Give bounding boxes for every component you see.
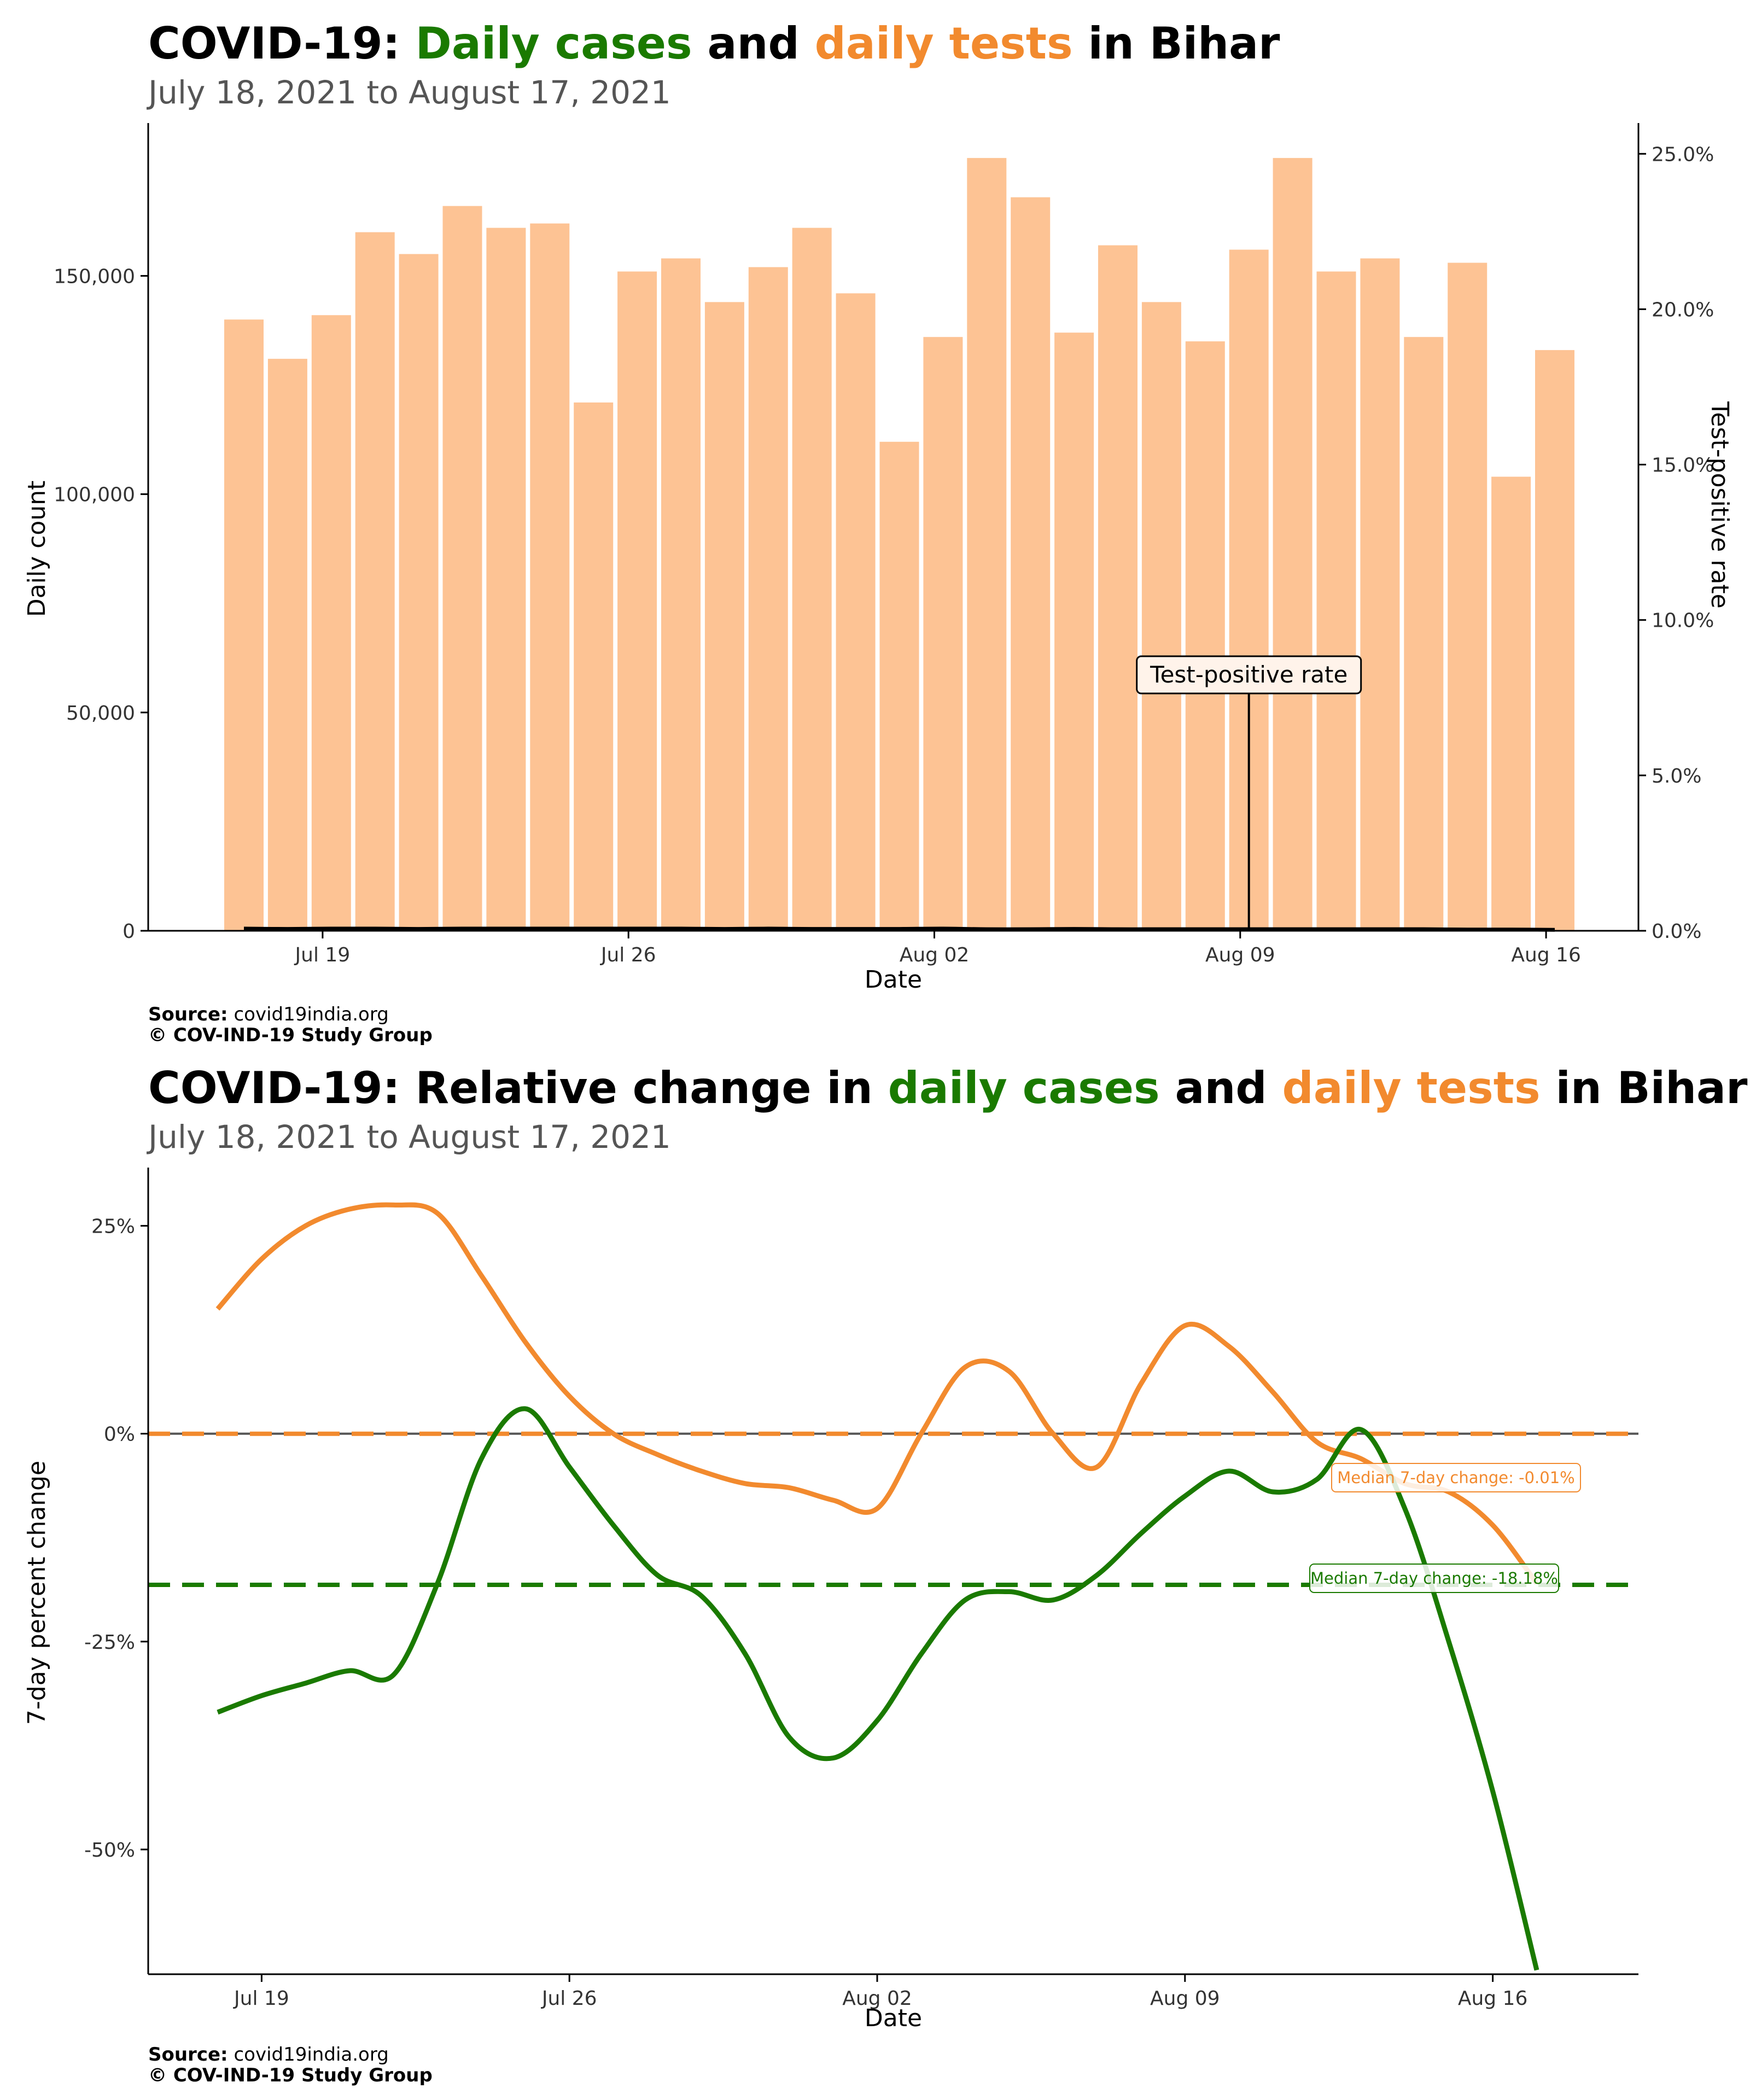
tests-bar — [486, 228, 526, 931]
chart1-source-value: covid19india.org — [234, 1004, 389, 1025]
median-label-box — [1309, 1564, 1559, 1593]
y2-tick-label: 0.0% — [1652, 920, 1701, 943]
tests-bar — [923, 337, 963, 931]
y-tick-label: 50,000 — [66, 702, 135, 725]
tests-bar — [399, 254, 439, 931]
x-tick-label: Jul 19 — [294, 944, 351, 966]
chart2-subtitle: July 18, 2021 to August 17, 2021 — [148, 1118, 671, 1156]
tests-bar — [836, 293, 876, 931]
y2-tick-label: 5.0% — [1652, 765, 1701, 788]
x-tick-label: Jul 26 — [600, 944, 656, 966]
series-line — [217, 1406, 1539, 1971]
y2-tick-label: 15.0% — [1652, 454, 1714, 477]
y-axis-title: Daily count — [23, 481, 51, 617]
test-positive-rate-line — [243, 926, 1555, 932]
x-tick-label: Aug 09 — [1205, 944, 1275, 966]
x-axis-title: Date — [865, 966, 922, 994]
tests-bar — [792, 228, 832, 931]
y-tick-label: 150,000 — [54, 265, 135, 288]
y2-axis-title: Test-positive rate — [1706, 401, 1734, 608]
chart1-source-label: Source: — [148, 1004, 228, 1025]
tests-bar — [574, 402, 614, 931]
daily-cases-tests-chart: 0 50,000 100,000 150,000 0.0% 5.0% 10.0% 15.0% 2… — [23, 123, 1734, 994]
y-tick-label: -25% — [84, 1631, 135, 1654]
chart1-source: Source: covid19india.org © COV-IND-19 St… — [148, 1004, 433, 1046]
x-tick-label: Aug 16 — [1458, 1987, 1528, 2010]
chart1-subtitle: July 18, 2021 to August 17, 2021 — [148, 74, 671, 111]
tests-bar — [661, 258, 701, 931]
tests-bar — [530, 223, 570, 931]
annotation-label: Test-positive rate — [1150, 661, 1348, 688]
chart1-copyright: © COV-IND-19 Study Group — [148, 1024, 433, 1047]
x-axis-title: Date — [865, 2004, 922, 2032]
annotation-box — [1136, 655, 1362, 695]
y2-tick-label: 10.0% — [1652, 610, 1714, 632]
y-tick-label: 100,000 — [54, 484, 135, 506]
tests-bar — [311, 315, 351, 931]
chart1-title: COVID-19: Daily cases and daily tests in… — [148, 18, 1280, 69]
tests-bar — [704, 302, 744, 931]
y-tick-label: 0 — [122, 920, 135, 943]
tests-bar — [617, 271, 657, 931]
tests-bar — [1185, 341, 1225, 931]
tests-bar — [748, 267, 788, 931]
tests-bar — [442, 206, 482, 931]
tests-bar — [1535, 350, 1574, 931]
tests-bar — [1011, 197, 1051, 931]
tests-bar — [967, 158, 1007, 931]
median-label: Median 7-day change: -18.18% — [1310, 1569, 1558, 1588]
tests-bar — [355, 232, 395, 931]
chart2-copyright: © COV-IND-19 Study Group — [148, 2064, 433, 2087]
x-tick-label: Jul 19 — [233, 1987, 289, 2010]
median-label-box — [1331, 1463, 1581, 1492]
series-line — [215, 1202, 1539, 1585]
tests-bar — [1098, 245, 1138, 931]
x-tick-label: Jul 26 — [541, 1987, 597, 2010]
y-tick-label: -50% — [84, 1839, 135, 1862]
tests-bar — [1273, 158, 1312, 931]
chart2-source: Source: covid19india.org © COV-IND-19 St… — [148, 2044, 433, 2086]
chart2-source-value: covid19india.org — [234, 2044, 389, 2066]
tests-bar — [1054, 332, 1094, 931]
tests-bar — [1491, 476, 1531, 931]
x-tick-label: Aug 16 — [1511, 944, 1581, 966]
tests-bar — [1141, 302, 1181, 931]
y2-tick-label: 20.0% — [1652, 299, 1714, 321]
y2-tick-label: 25.0% — [1652, 143, 1714, 166]
y-axis-title: 7-day percent change — [23, 1461, 51, 1725]
tests-bar — [1360, 258, 1400, 931]
tests-bar — [1404, 337, 1444, 931]
median-label: Median 7-day change: -0.01% — [1337, 1468, 1574, 1487]
chart2-title: COVID-19: Relative change in daily cases… — [148, 1063, 1748, 1113]
tests-bar — [1316, 271, 1356, 931]
chart2-source-label: Source: — [148, 2044, 228, 2066]
x-tick-label: Aug 02 — [900, 944, 970, 966]
x-tick-label: Aug 02 — [842, 1987, 912, 2010]
y-tick-label: 0% — [104, 1424, 135, 1446]
tests-bar — [224, 319, 264, 931]
tests-bar — [1448, 262, 1488, 931]
tests-bar — [879, 441, 919, 931]
tests-bar — [267, 359, 307, 931]
x-tick-label: Aug 09 — [1150, 1987, 1220, 2010]
y-tick-label: 25% — [91, 1215, 135, 1238]
